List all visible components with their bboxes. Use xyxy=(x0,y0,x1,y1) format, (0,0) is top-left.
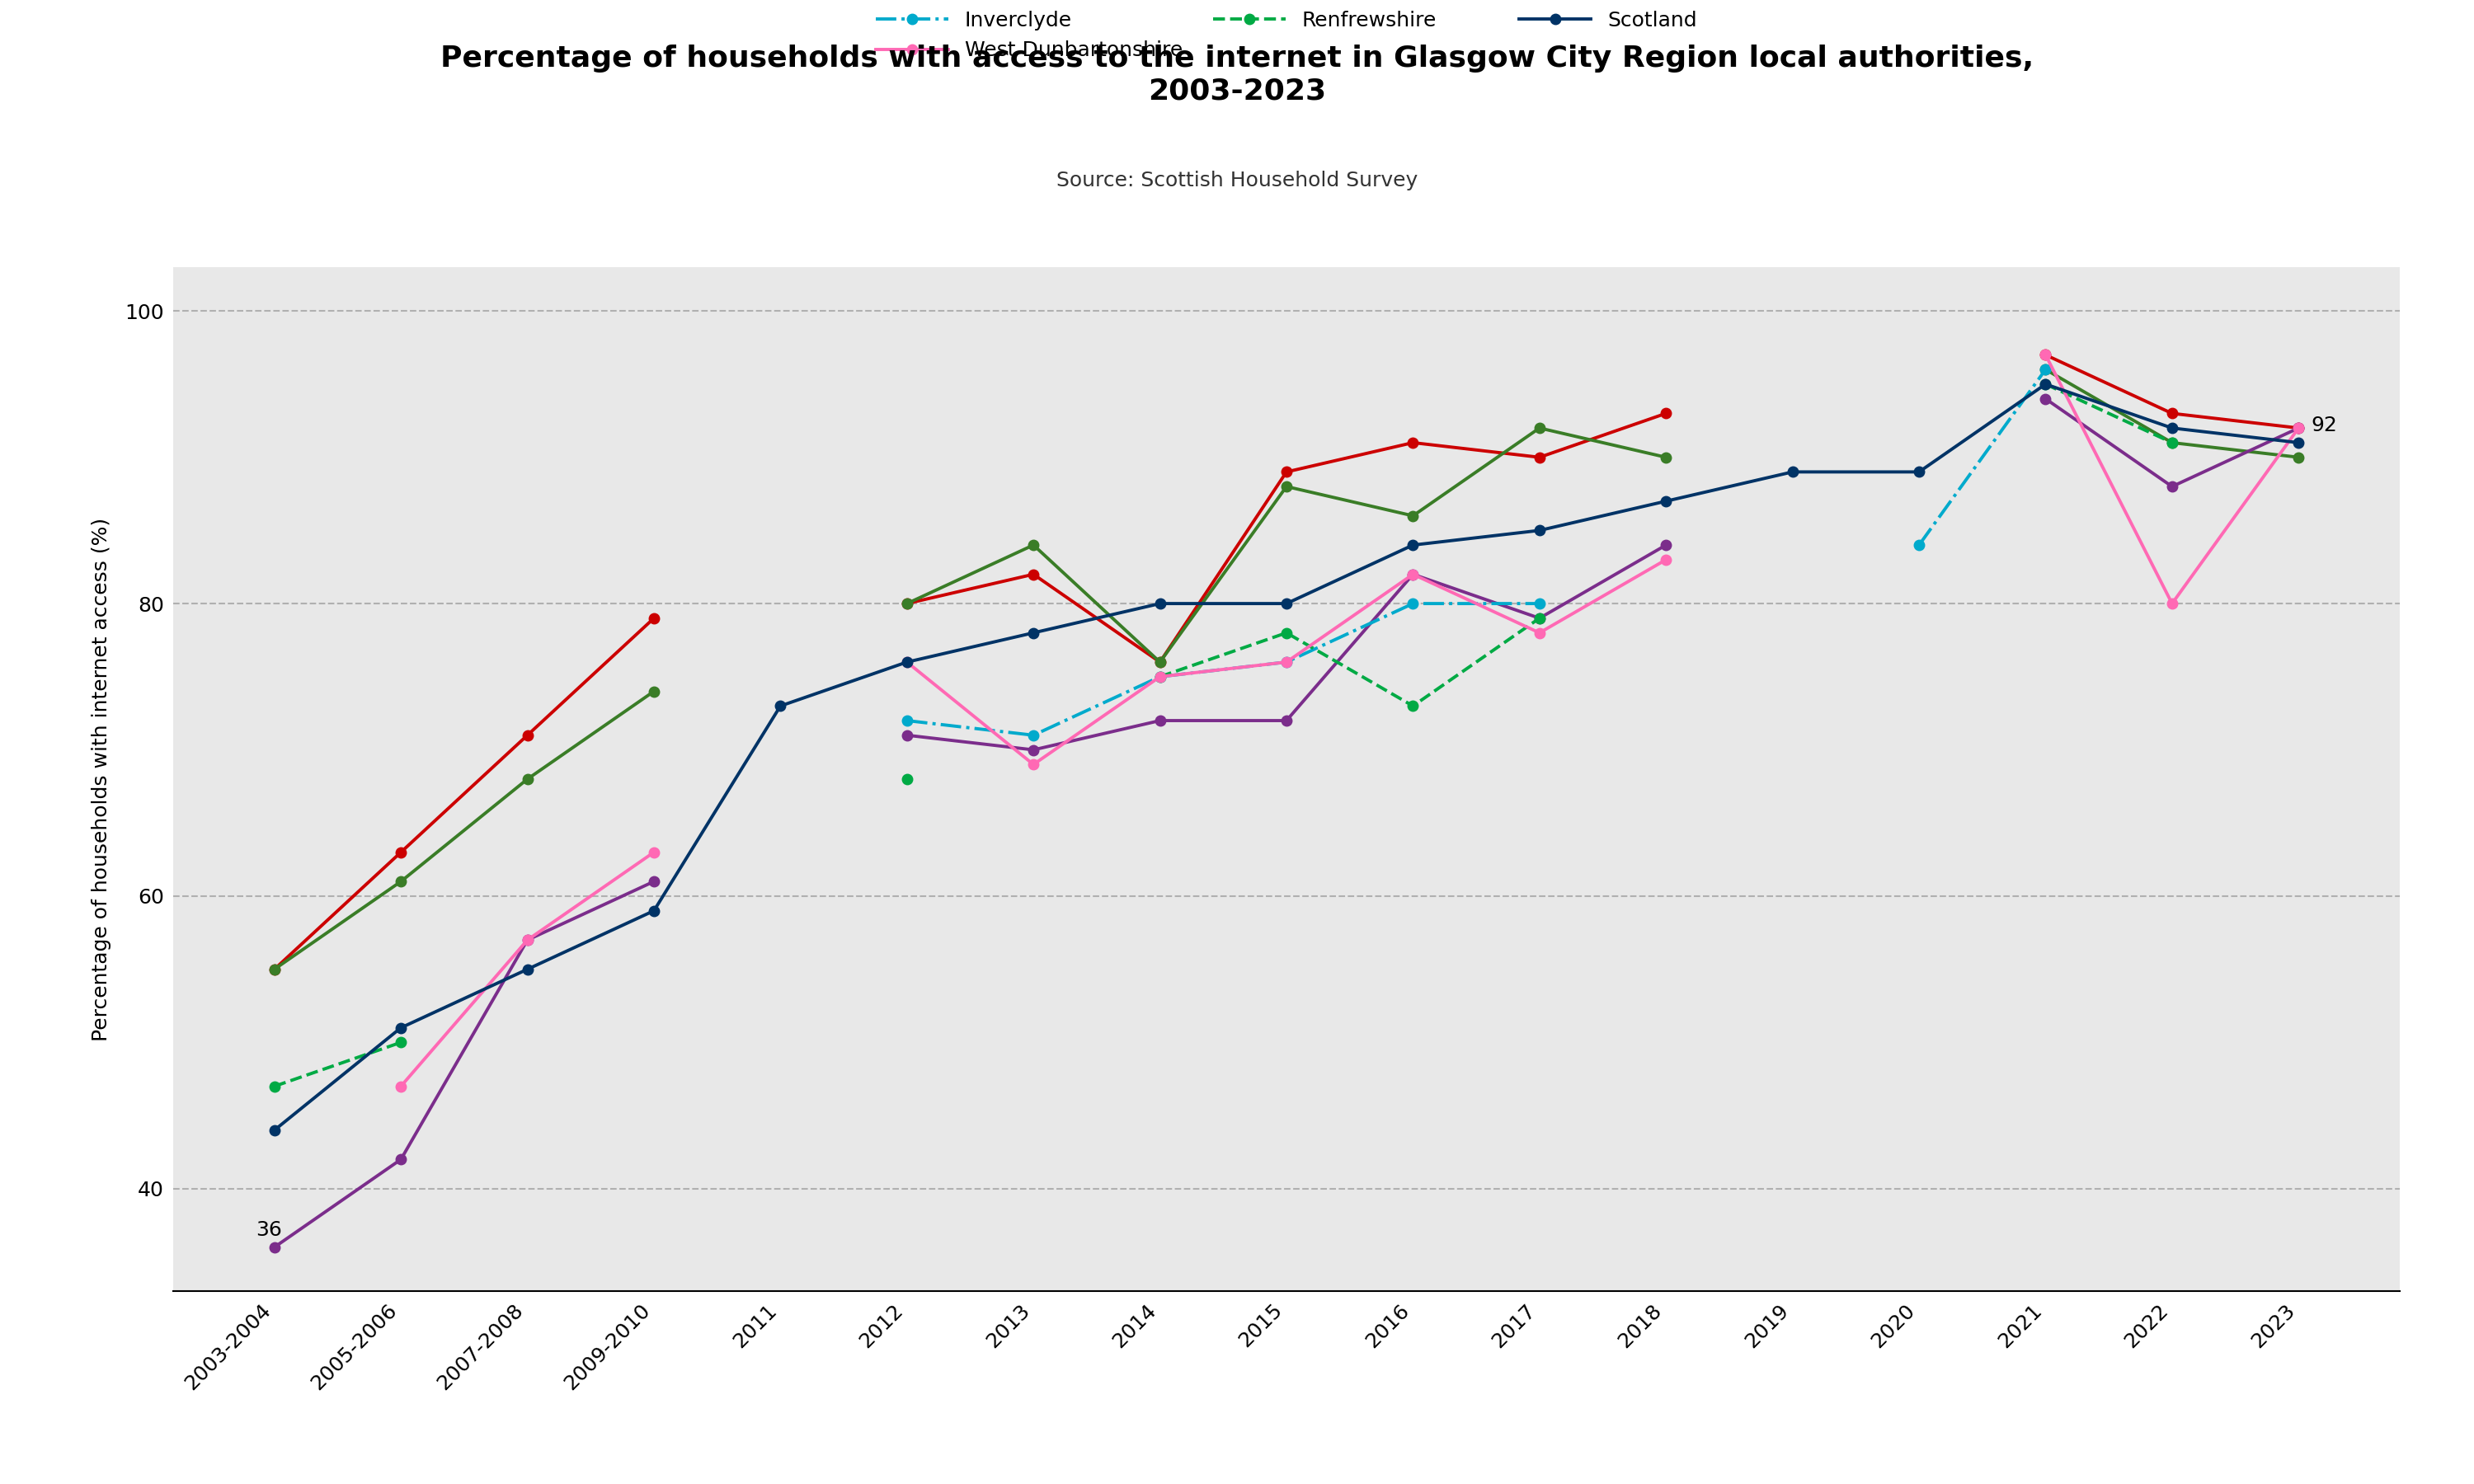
Inverclyde xyxy=(893,712,923,730)
Scotland xyxy=(1145,595,1175,613)
Scotland xyxy=(2284,433,2313,451)
Line: West Dunbartonshire: West Dunbartonshire xyxy=(396,847,658,1091)
Line: Inverclyde: Inverclyde xyxy=(903,598,1544,741)
Scotland xyxy=(638,902,668,920)
Scotland xyxy=(2157,418,2187,436)
Scotland xyxy=(1524,521,1554,539)
East Dunbartonshire xyxy=(512,726,542,743)
Scotland xyxy=(893,653,923,671)
Scotland xyxy=(512,960,542,978)
Line: Scotland: Scotland xyxy=(270,378,2303,1135)
Legend: East Dunbartonshire, Inverclyde, West Dunbartonshire, East Renfrewshire, Renfrew: East Dunbartonshire, Inverclyde, West Du… xyxy=(866,0,1707,71)
Renfrewshire xyxy=(260,1077,289,1095)
Scotland xyxy=(1905,463,1935,481)
Inverclyde xyxy=(1145,668,1175,686)
East Renfrewshire xyxy=(638,683,668,700)
West Dunbartonshire xyxy=(512,930,542,948)
Inverclyde xyxy=(1019,726,1049,743)
Scotland xyxy=(260,1122,289,1140)
Renfrewshire xyxy=(386,1033,416,1051)
Scotland xyxy=(1779,463,1808,481)
East Dunbartonshire xyxy=(260,960,289,978)
Inverclyde xyxy=(1524,595,1554,613)
West Dunbartonshire xyxy=(386,1077,416,1095)
Scotland xyxy=(1272,595,1301,613)
Inverclyde xyxy=(1272,653,1301,671)
Y-axis label: Percentage of households with internet access (%): Percentage of households with internet a… xyxy=(92,518,111,1040)
Scotland xyxy=(2031,375,2061,393)
East Renfrewshire xyxy=(386,873,416,890)
Line: East Renfrewshire: East Renfrewshire xyxy=(270,686,658,975)
West Dunbartonshire xyxy=(638,843,668,861)
Glasgow xyxy=(638,873,668,890)
Scotland xyxy=(1398,536,1427,554)
Line: Renfrewshire: Renfrewshire xyxy=(270,1037,406,1091)
Glasgow xyxy=(386,1150,416,1168)
East Dunbartonshire xyxy=(386,843,416,861)
Line: Glasgow: Glasgow xyxy=(270,877,658,1252)
Text: Source: Scottish Household Survey: Source: Scottish Household Survey xyxy=(1056,171,1418,190)
Text: 36: 36 xyxy=(255,1220,282,1241)
Scotland xyxy=(764,697,794,715)
Text: 92: 92 xyxy=(2311,416,2338,435)
Inverclyde xyxy=(1398,595,1427,613)
East Renfrewshire xyxy=(512,770,542,788)
Line: East Dunbartonshire: East Dunbartonshire xyxy=(270,613,658,975)
Scotland xyxy=(386,1020,416,1037)
East Dunbartonshire xyxy=(638,610,668,628)
Glasgow xyxy=(512,930,542,948)
Glasgow xyxy=(260,1238,289,1255)
East Renfrewshire xyxy=(260,960,289,978)
Scotland xyxy=(1650,493,1680,510)
Text: Percentage of households with access to the internet in Glasgow City Region loca: Percentage of households with access to … xyxy=(440,45,2034,105)
Scotland xyxy=(1019,623,1049,641)
